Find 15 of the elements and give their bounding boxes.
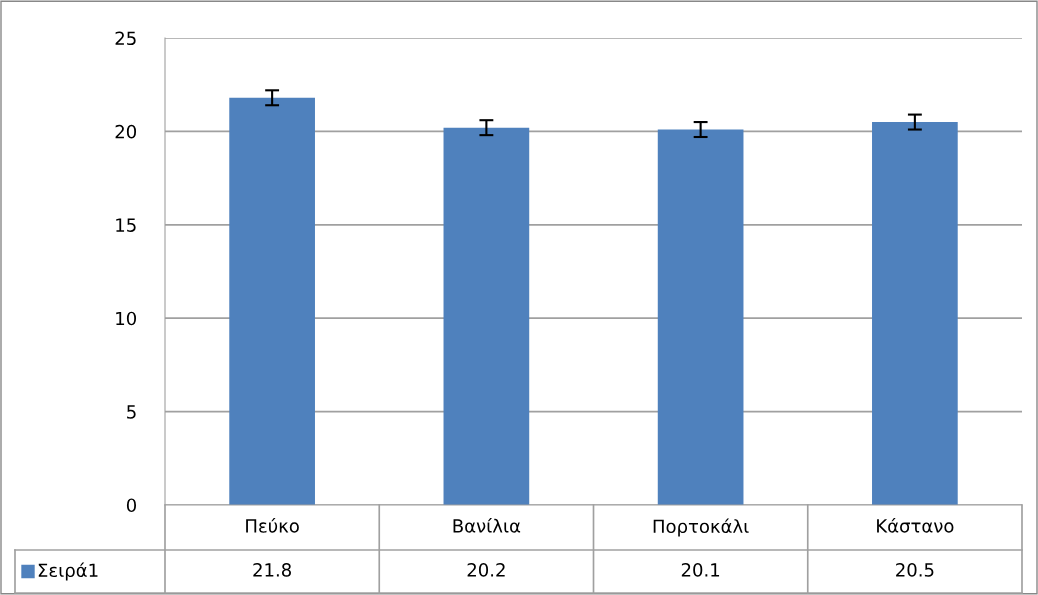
data-label: 20.2 bbox=[467, 563, 505, 577]
y-tick-label: 10 bbox=[116, 311, 137, 326]
y-tick-label: 15 bbox=[116, 218, 136, 232]
y-tick-label: 25 bbox=[115, 31, 136, 46]
legend-label: Σειρά1 bbox=[38, 562, 98, 581]
data-label: 20.5 bbox=[896, 563, 934, 577]
x-tick-label: Πορτοκάλι bbox=[653, 518, 749, 537]
x-tick-label: Κάστανο bbox=[877, 518, 954, 533]
y-tick-label: 0 bbox=[126, 498, 137, 513]
data-label: 20.1 bbox=[681, 563, 720, 577]
y-tick-label: 5 bbox=[127, 405, 136, 419]
x-tick-label: Πεύκο bbox=[246, 518, 299, 533]
x-tick-label: Βανίλια bbox=[453, 518, 521, 533]
data-label: 21.8 bbox=[253, 563, 291, 577]
y-tick-label: 20 bbox=[115, 124, 137, 139]
